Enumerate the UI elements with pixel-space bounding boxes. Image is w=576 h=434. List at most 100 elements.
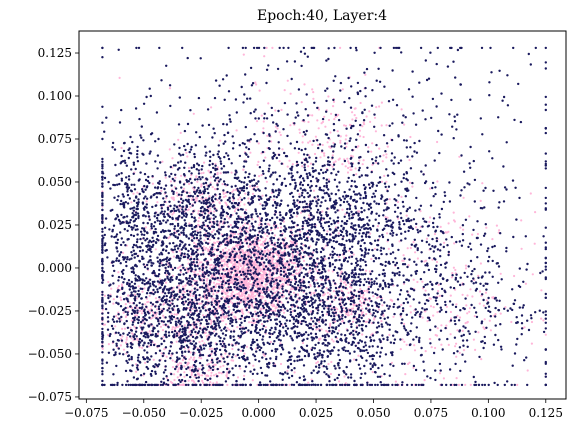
data-point xyxy=(192,198,195,201)
data-point xyxy=(103,294,106,297)
data-point xyxy=(180,325,184,328)
data-point xyxy=(364,73,367,76)
data-point xyxy=(385,180,388,183)
data-point xyxy=(146,301,149,304)
data-point xyxy=(250,321,253,324)
data-point xyxy=(275,216,279,219)
data-point xyxy=(194,144,198,147)
data-point xyxy=(380,320,383,323)
data-point xyxy=(149,301,153,304)
data-point xyxy=(212,281,216,284)
data-point xyxy=(191,307,194,310)
data-point xyxy=(117,271,120,274)
data-point xyxy=(324,282,327,285)
data-point xyxy=(140,312,143,315)
data-point xyxy=(136,191,139,194)
data-point xyxy=(362,183,366,187)
data-point xyxy=(390,298,393,302)
data-point xyxy=(130,201,133,204)
data-point xyxy=(440,324,443,327)
data-point xyxy=(258,328,262,332)
data-point xyxy=(188,277,191,280)
data-point xyxy=(345,234,349,237)
data-point xyxy=(198,194,201,197)
data-point xyxy=(384,215,387,219)
data-point xyxy=(209,267,212,270)
data-point xyxy=(286,79,289,82)
data-point xyxy=(239,200,242,203)
data-point xyxy=(183,365,186,368)
data-point xyxy=(384,260,387,264)
data-point xyxy=(197,164,201,167)
data-point xyxy=(272,255,275,258)
data-point xyxy=(207,252,210,256)
data-point xyxy=(264,194,268,197)
data-point xyxy=(359,101,362,105)
data-point xyxy=(295,102,298,105)
data-point xyxy=(358,159,361,162)
data-point xyxy=(237,233,240,236)
data-point xyxy=(128,301,131,304)
data-point xyxy=(474,281,478,284)
data-point xyxy=(186,363,189,366)
data-point xyxy=(187,166,190,170)
data-point xyxy=(309,162,313,165)
data-point xyxy=(274,282,277,285)
data-point xyxy=(201,124,204,127)
data-point xyxy=(209,322,212,325)
data-point xyxy=(280,234,284,237)
data-point xyxy=(193,381,196,384)
data-point xyxy=(384,264,387,267)
data-point xyxy=(249,283,253,286)
data-point xyxy=(308,304,312,308)
data-point xyxy=(243,319,246,323)
data-point xyxy=(132,192,135,195)
data-point xyxy=(256,372,259,375)
data-point xyxy=(223,342,226,346)
data-point xyxy=(283,316,287,319)
data-point xyxy=(320,278,323,281)
data-point xyxy=(272,236,276,240)
data-point xyxy=(343,159,347,163)
data-point xyxy=(156,201,159,204)
data-point xyxy=(333,145,336,148)
data-point xyxy=(174,176,177,179)
data-point xyxy=(179,373,182,376)
data-point xyxy=(253,246,256,249)
data-point xyxy=(290,303,293,307)
data-point xyxy=(216,198,219,202)
data-point xyxy=(307,381,310,384)
data-point xyxy=(458,351,461,354)
data-point xyxy=(190,256,193,259)
data-point xyxy=(192,328,195,331)
data-point xyxy=(209,246,212,249)
data-point xyxy=(212,229,215,232)
data-point xyxy=(213,173,217,176)
data-point xyxy=(449,333,452,336)
data-point xyxy=(378,155,382,158)
data-point xyxy=(252,322,255,325)
data-point xyxy=(208,195,211,198)
data-point xyxy=(372,308,375,312)
data-point xyxy=(242,168,245,171)
data-point xyxy=(355,116,358,120)
data-point xyxy=(301,135,304,138)
data-point xyxy=(238,275,241,278)
data-point xyxy=(216,254,219,257)
data-point xyxy=(278,211,282,214)
data-point xyxy=(397,248,400,252)
data-point xyxy=(337,294,340,297)
data-point xyxy=(225,267,229,271)
data-point xyxy=(231,367,234,370)
data-point xyxy=(231,347,234,351)
data-point xyxy=(438,372,442,375)
data-point xyxy=(296,199,299,202)
data-point xyxy=(443,194,447,197)
data-point xyxy=(271,46,274,50)
data-point xyxy=(321,210,324,213)
data-point xyxy=(240,281,243,284)
data-point xyxy=(198,247,201,250)
data-point xyxy=(319,250,323,254)
data-point xyxy=(197,172,201,175)
data-point xyxy=(191,366,194,369)
